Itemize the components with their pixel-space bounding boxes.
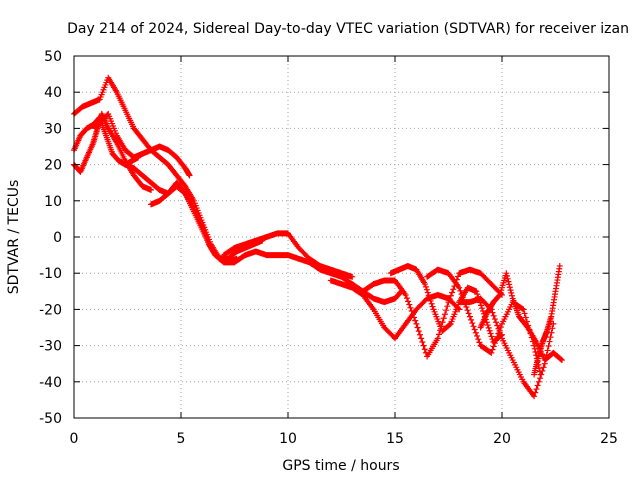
- data-point-markers: [252, 248, 405, 306]
- x-tick-label: 15: [386, 431, 404, 447]
- series-sat-d: [92, 110, 193, 179]
- data-point-markers: [387, 262, 505, 345]
- y-tick-label: -40: [39, 375, 62, 391]
- series-sat-i: [327, 277, 463, 342]
- axis-ticks: 0 5 10 15 20 25 50 40 30 20 10 0 -10 -20 -30 -40 -50: [39, 49, 618, 447]
- y-tick-label: 30: [44, 121, 62, 137]
- series-sat-h: [252, 248, 405, 306]
- grid-lines: [74, 56, 609, 418]
- series-sat-f: [148, 179, 266, 262]
- data-point-markers: [220, 230, 356, 280]
- y-tick-label: 20: [44, 158, 62, 174]
- y-tick-label: -20: [39, 302, 62, 318]
- x-axis-label: GPS time / hours: [282, 458, 399, 474]
- y-tick-label: -30: [39, 339, 62, 355]
- series-sat-k: [387, 262, 505, 345]
- y-tick-label: -50: [39, 411, 62, 427]
- x-tick-label: 20: [493, 431, 511, 447]
- x-tick-label: 10: [279, 431, 297, 447]
- series-sat-g: [220, 230, 356, 280]
- y-axis-label: SDTVAR / TECUs: [6, 180, 22, 295]
- data-point-markers: [531, 262, 563, 378]
- y-tick-label: 50: [44, 49, 62, 65]
- data-point-markers: [327, 277, 463, 342]
- series-sat-m: [456, 295, 557, 400]
- series-sat-o: [531, 262, 563, 378]
- y-tick-label: 10: [44, 194, 62, 210]
- chart-title: Day 214 of 2024, Sidereal Day-to-day VTE…: [67, 21, 629, 37]
- x-tick-label: 25: [600, 431, 618, 447]
- series-trace: [73, 76, 237, 263]
- y-tick-label: 0: [53, 230, 62, 246]
- x-tick-label: 0: [70, 431, 79, 447]
- data-point-markers: [92, 110, 193, 179]
- series-trace: [255, 251, 402, 303]
- y-tick-label: 40: [44, 85, 62, 101]
- data-series: [71, 74, 565, 400]
- y-tick-label: -10: [39, 266, 62, 282]
- data-point-markers: [148, 179, 266, 262]
- x-tick-label: 5: [177, 431, 186, 447]
